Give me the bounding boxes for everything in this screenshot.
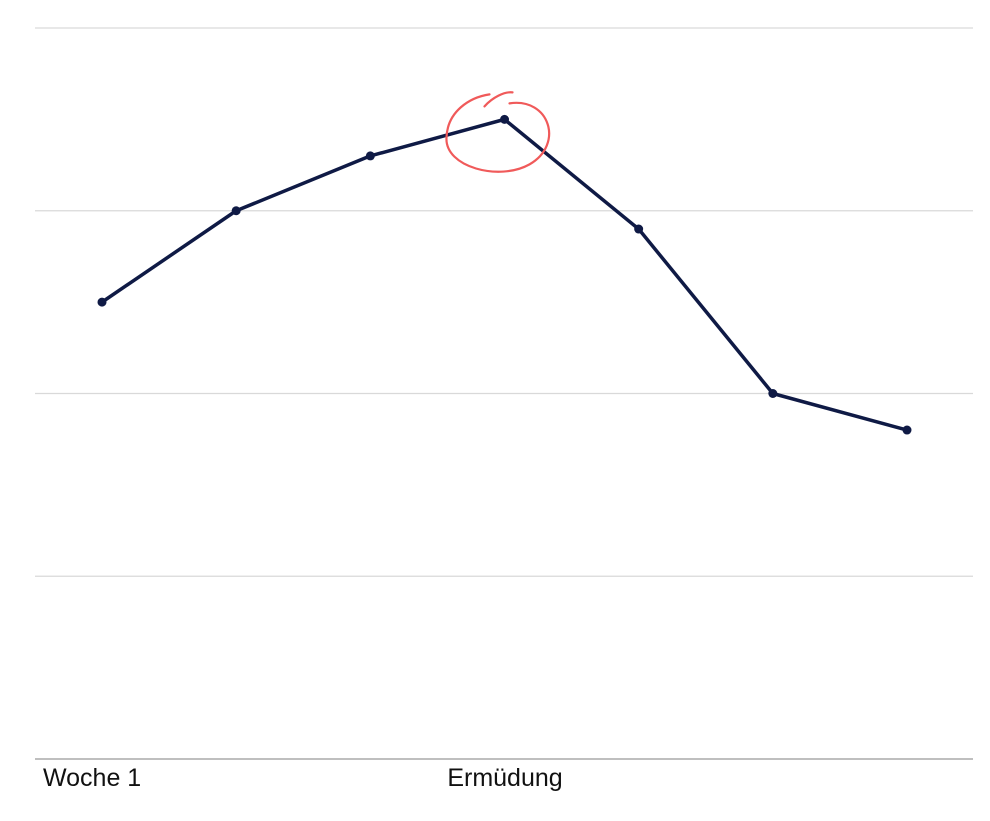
data-point-2 bbox=[231, 206, 241, 216]
start-label: Woche 1 bbox=[43, 764, 141, 792]
data-point-1 bbox=[97, 297, 107, 307]
series-line-1 bbox=[100, 117, 909, 432]
data-point-5 bbox=[634, 224, 644, 234]
data-point-3 bbox=[365, 151, 375, 161]
data-point-4 bbox=[500, 114, 509, 124]
hand-drawn-circle-icon bbox=[445, 91, 551, 173]
data-point-7 bbox=[902, 425, 912, 435]
highlight-layer bbox=[445, 91, 551, 173]
series-layer bbox=[97, 114, 912, 435]
data-point-6 bbox=[768, 389, 778, 398]
center-label: Ermüdung bbox=[447, 764, 562, 792]
gridlines bbox=[35, 27, 973, 577]
